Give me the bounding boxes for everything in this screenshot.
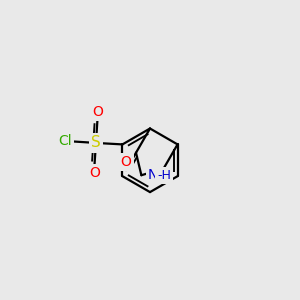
Text: -H: -H — [157, 169, 171, 182]
Text: O: O — [92, 105, 103, 119]
Text: N: N — [148, 168, 158, 182]
Text: S: S — [91, 135, 101, 150]
Text: O: O — [121, 155, 131, 169]
Text: Cl: Cl — [58, 134, 71, 148]
Text: O: O — [89, 166, 100, 180]
